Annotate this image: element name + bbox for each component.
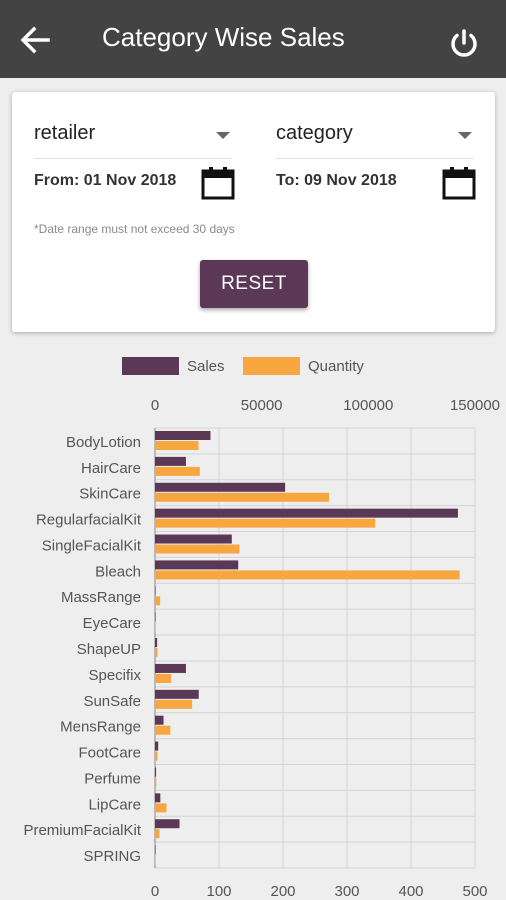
bar-sales: [155, 431, 211, 440]
bar-quantity: [155, 829, 160, 839]
bar-sales: [155, 793, 161, 803]
top-axis-tick-label: 100000: [343, 397, 393, 414]
bottom-axis-tick-label: 0: [151, 883, 159, 900]
bar-quantity: [155, 855, 156, 865]
category-label: PremiumFacialKit: [23, 822, 141, 839]
bar-sales: [155, 715, 164, 725]
legend-label-sales: Sales: [187, 358, 225, 375]
category-label: FootCare: [78, 745, 141, 762]
bar-sales: [155, 819, 180, 829]
app-bar: Category Wise Sales: [0, 0, 506, 78]
calendar-icon[interactable]: [442, 166, 476, 200]
bar-quantity: [155, 777, 157, 787]
reset-button[interactable]: RESET: [200, 260, 308, 308]
top-axis-tick-label: 50000: [241, 397, 283, 414]
bar-sales: [155, 767, 157, 777]
from-date[interactable]: From: 01 Nov 2018: [34, 172, 177, 189]
page-title: Category Wise Sales: [102, 22, 345, 52]
bar-quantity: [155, 518, 376, 528]
bar-sales: [155, 586, 156, 596]
top-axis-tick-label: 150000: [450, 397, 500, 414]
bar-quantity: [155, 648, 158, 658]
chevron-down-icon: [216, 132, 230, 139]
retailer-label: retailer: [34, 122, 96, 144]
bar-quantity: [155, 570, 460, 580]
category-label: MensRange: [60, 719, 141, 736]
legend-swatch-quantity: [243, 357, 300, 375]
retailer-dropdown[interactable]: retailer: [34, 110, 232, 159]
category-label: MassRange: [61, 589, 141, 606]
bar-quantity: [155, 544, 240, 554]
bar-sales: [155, 534, 232, 544]
bar-sales: [155, 456, 186, 466]
bottom-axis-tick-label: 100: [206, 883, 231, 900]
category-label: category: [276, 122, 353, 144]
bar-quantity: [155, 725, 171, 735]
bar-sales: [155, 482, 286, 492]
category-label: Specifix: [88, 667, 141, 684]
category-label: LipCare: [88, 796, 141, 813]
bar-quantity: [155, 596, 161, 606]
bar-quantity: [155, 466, 200, 476]
bottom-axis-tick-label: 400: [398, 883, 423, 900]
legend-swatch-sales: [122, 357, 179, 375]
chevron-down-icon: [458, 132, 472, 139]
calendar-icon[interactable]: [201, 166, 235, 200]
category-label: EyeCare: [83, 615, 141, 632]
category-label: Perfume: [84, 770, 141, 787]
bar-sales: [155, 741, 159, 751]
date-range-note: *Date range must not exceed 30 days: [34, 222, 235, 236]
bar-sales: [155, 612, 156, 622]
category-dropdown[interactable]: category: [276, 110, 474, 159]
bar-sales: [155, 508, 458, 518]
arrow-left-icon[interactable]: [18, 24, 52, 56]
category-label: Bleach: [95, 563, 141, 580]
bottom-axis-tick-label: 200: [270, 883, 295, 900]
bar-sales: [155, 845, 156, 855]
category-label: RegularfacialKit: [36, 512, 142, 529]
bottom-axis-tick-label: 300: [334, 883, 359, 900]
category-label: ShapeUP: [77, 641, 141, 658]
bar-quantity: [155, 699, 193, 709]
top-axis-tick-label: 0: [151, 397, 159, 414]
bar-sales: [155, 638, 158, 648]
bar-sales: [155, 560, 239, 570]
bar-quantity: [155, 492, 330, 502]
filter-card: retailer category From: 01 Nov 2018 To: …: [12, 92, 495, 332]
bar-quantity: [155, 803, 167, 813]
to-date[interactable]: To: 09 Nov 2018: [276, 172, 397, 189]
category-label: SPRING: [83, 848, 141, 865]
bar-sales: [155, 689, 199, 699]
bar-quantity: [155, 441, 199, 450]
bar-quantity: [155, 622, 156, 632]
sales-chart: 0 50000 100000 150000 0 100 200 300 400 500 BodyLo…: [23, 357, 500, 900]
category-label: SunSafe: [83, 693, 141, 710]
bottom-axis-tick-label: 500: [462, 883, 487, 900]
bar-quantity: [155, 673, 171, 683]
category-label: BodyLotion: [66, 434, 141, 451]
power-icon[interactable]: [446, 26, 482, 62]
category-label: SingleFacialKit: [42, 537, 142, 554]
bar-quantity: [155, 751, 158, 761]
category-label: HairCare: [81, 460, 141, 477]
bar-sales: [155, 663, 186, 673]
category-label: SkinCare: [79, 486, 141, 503]
legend-label-quantity: Quantity: [308, 358, 364, 375]
